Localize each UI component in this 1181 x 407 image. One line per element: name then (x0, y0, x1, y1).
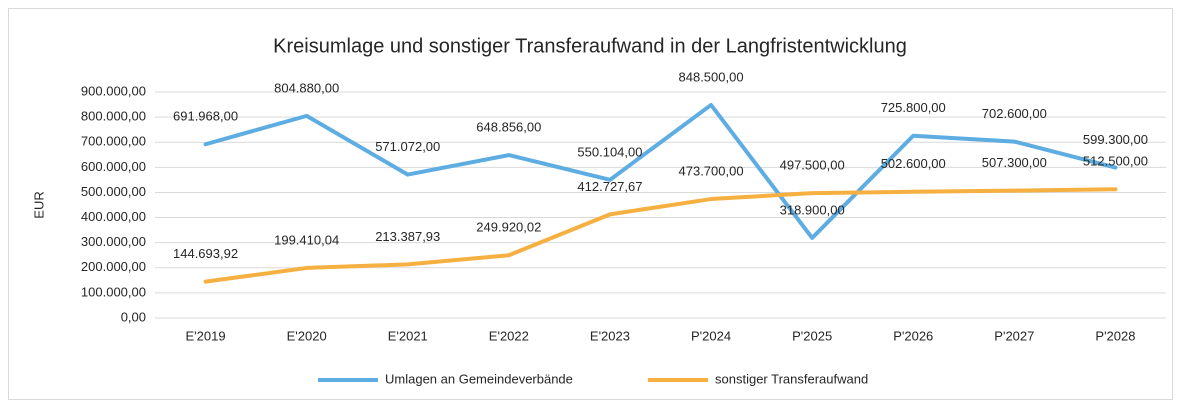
y-tick-label: 0,00 (121, 309, 146, 324)
data-label: 412.727,67 (577, 179, 642, 194)
y-tick-label: 500.000,00 (81, 184, 146, 199)
data-label: 144.693,92 (173, 246, 238, 261)
data-label: 848.500,00 (679, 69, 744, 84)
y-tick-label: 300.000,00 (81, 234, 146, 249)
data-label: 691.968,00 (173, 109, 238, 124)
y-tick-label: 900.000,00 (81, 83, 146, 98)
x-tick-label: P'2024 (691, 328, 731, 343)
data-label: 571.072,00 (375, 139, 440, 154)
y-axis-title: EUR (31, 191, 46, 218)
y-tick-label: 600.000,00 (81, 159, 146, 174)
x-tick-label: E'2019 (186, 328, 226, 343)
series-line (203, 187, 1118, 284)
data-label: 648.856,00 (476, 120, 541, 135)
x-tick-label: E'2021 (388, 328, 428, 343)
x-tick-label: P'2026 (893, 328, 933, 343)
data-label: 725.800,00 (881, 100, 946, 115)
data-label: 502.600,00 (881, 156, 946, 171)
x-tick-label: E'2020 (287, 328, 327, 343)
y-tick-label: 400.000,00 (81, 209, 146, 224)
x-tick-label: P'2027 (994, 328, 1034, 343)
series-line (203, 102, 1118, 240)
data-label: 497.500,00 (780, 158, 845, 173)
data-label: 199.410,04 (274, 232, 339, 247)
data-label: 249.920,02 (476, 220, 541, 235)
data-label: 507.300,00 (982, 155, 1047, 170)
chart-title: Kreisumlage und sonstiger Transferaufwan… (273, 35, 907, 57)
y-tick-label: 200.000,00 (81, 259, 146, 274)
data-label: 599.300,00 (1083, 132, 1148, 147)
legend-label: Umlagen an Gemeindeverbände (385, 371, 573, 386)
data-label: 550.104,00 (577, 144, 642, 159)
y-tick-label: 700.000,00 (81, 134, 146, 149)
data-label: 213.387,93 (375, 229, 440, 244)
y-tick-label: 800.000,00 (81, 109, 146, 124)
data-label: 512.500,00 (1083, 154, 1148, 169)
y-tick-label: 100.000,00 (81, 284, 146, 299)
chart-border (8, 8, 1173, 400)
data-label: 804.880,00 (274, 80, 339, 95)
x-tick-label: E'2022 (489, 328, 529, 343)
data-label: 318.900,00 (780, 202, 845, 217)
x-tick-label: P'2025 (792, 328, 832, 343)
x-tick-label: E'2023 (590, 328, 630, 343)
legend-label: sonstiger Transferaufwand (715, 371, 868, 386)
data-label: 702.600,00 (982, 106, 1047, 121)
data-label: 473.700,00 (679, 163, 744, 178)
x-tick-label: P'2028 (1095, 328, 1135, 343)
